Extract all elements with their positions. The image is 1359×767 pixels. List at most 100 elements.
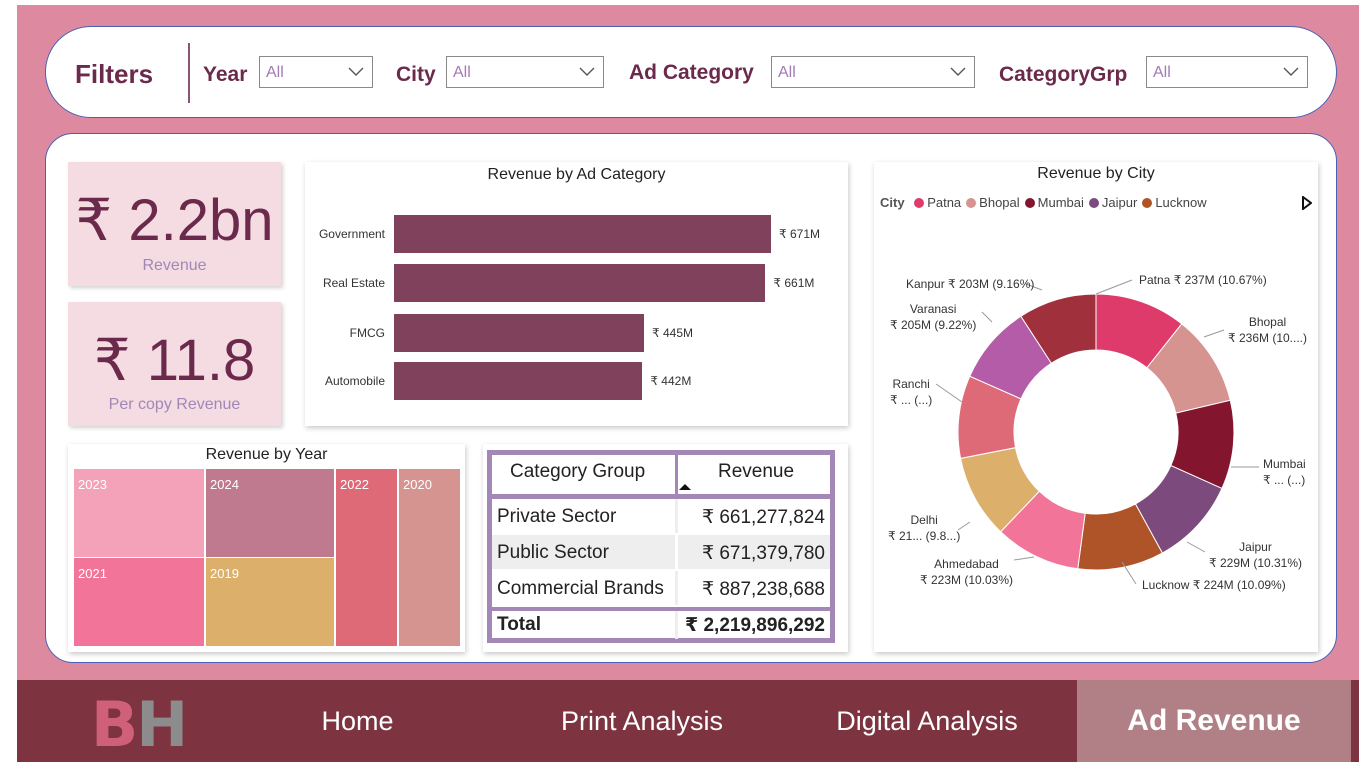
city-filter-value: All — [453, 64, 471, 81]
bar[interactable] — [394, 314, 645, 352]
donut-data-label-patna: Patna ₹ 237M (10.67%) — [1139, 273, 1267, 287]
treemap-tile-2021[interactable]: 2021 — [74, 558, 204, 646]
bar-row[interactable]: Government ₹ 671M — [305, 215, 848, 253]
donut-leader-line — [1121, 561, 1137, 585]
treemap-tile-2022[interactable]: 2022 — [336, 469, 397, 646]
treemap-label-2024: 2024 — [210, 477, 239, 492]
legend-title: City — [880, 195, 905, 210]
ad-category-filter-dropdown[interactable]: All — [771, 56, 975, 88]
donut-leader-line — [981, 311, 993, 323]
filters-divider — [188, 43, 190, 103]
per-copy-revenue-kpi-card[interactable]: ₹ 11.8 Per copy Revenue — [68, 302, 281, 426]
treemap-tile-2024[interactable]: 2024 — [206, 469, 334, 557]
treemap-title: Revenue by Year — [205, 446, 328, 463]
bar-data-label: ₹ 671M — [779, 227, 820, 241]
donut-data-label-delhi: Delhi ₹ 21... (9.8...) — [888, 513, 961, 543]
chevron-down-icon — [1283, 67, 1299, 76]
bar-category-label: FMCG — [349, 326, 385, 340]
bar-data-label: ₹ 442M — [650, 374, 692, 388]
table-total-value: ₹ 2,219,896,292 — [684, 615, 825, 636]
legend-item-lucknow[interactable]: Lucknow — [1142, 195, 1207, 210]
revenue-by-year-card[interactable]: Revenue by Year 2023 2024 2021 2019 2022… — [68, 444, 465, 652]
table-row[interactable]: Private Sector ₹ 661,277,824 — [492, 499, 830, 535]
categorygrp-filter-label: CategoryGrp — [999, 63, 1128, 86]
table-header-category-group[interactable]: Category Group — [510, 461, 646, 482]
legend-next-arrow-icon[interactable] — [1302, 196, 1312, 210]
bar-row[interactable]: FMCG ₹ 445M — [305, 314, 848, 352]
legend-dot — [1088, 198, 1099, 208]
category-group-table-card[interactable]: Category Group Revenue Private Sector ₹ … — [483, 444, 848, 652]
category-group-table: Category Group Revenue Private Sector ₹ … — [487, 450, 835, 643]
revenue-by-city-card[interactable]: Revenue by City City Patna Bhopal Mumbai Ja… — [874, 162, 1318, 652]
filter-bar: Filters Year All City All Ad Category Al… — [45, 26, 1337, 118]
categorygrp-filter-value: All — [1153, 64, 1171, 81]
treemap-label-2021: 2021 — [78, 566, 107, 581]
bar[interactable] — [394, 362, 643, 400]
treemap-tile-2023[interactable]: 2023 — [74, 469, 204, 557]
nav-home-button[interactable]: Home — [321, 706, 394, 736]
bar-chart-title: Revenue by Ad Category — [487, 166, 666, 183]
nav-ad-revenue-button[interactable]: Ad Revenue — [1077, 680, 1351, 762]
table-cell-divider — [675, 611, 678, 639]
treemap-label-2022: 2022 — [340, 477, 369, 492]
city-filter-dropdown[interactable]: All — [446, 56, 604, 88]
donut-data-label-bhopal: Bhopal ₹ 236M (10....) — [1228, 315, 1307, 345]
donut-chart-svg — [935, 279, 1259, 585]
legend-dot — [966, 198, 977, 208]
ad-category-filter-value: All — [778, 64, 796, 81]
table-total-label: Total — [497, 614, 541, 635]
revenue-kpi-label: Revenue — [142, 257, 207, 274]
table-cell-divider — [675, 499, 678, 533]
legend-item-mumbai[interactable]: Mumbai — [1024, 195, 1084, 210]
donut-data-label-jaipur: Jaipur ₹ 229M (10.31%) — [1209, 540, 1303, 570]
categorygrp-filter-dropdown[interactable]: All — [1146, 56, 1308, 88]
revenue-kpi-value: ₹ 2.2bn — [75, 188, 274, 253]
donut-data-label-ranchi: Ranchi ₹ ... (...) — [890, 377, 933, 407]
city-filter-label: City — [396, 63, 436, 86]
donut-data-label-kanpur: Kanpur ₹ 203M (9.16%) — [906, 277, 1035, 291]
bar-data-label: ₹ 445M — [652, 326, 694, 340]
bottom-navigation: BH Home Print Analysis Digital Analysis … — [17, 680, 1359, 762]
nav-digital-analysis-button[interactable]: Digital Analysis — [836, 706, 1018, 736]
sort-ascending-icon[interactable] — [678, 483, 692, 491]
bar-data-label: ₹ 661M — [773, 276, 815, 290]
per-copy-revenue-kpi-label: Per copy Revenue — [108, 396, 241, 413]
bar-row[interactable]: Automobile ₹ 442M — [305, 362, 848, 400]
donut-leader-line — [1013, 556, 1035, 561]
legend-item-bhopal[interactable]: Bhopal — [966, 195, 1020, 210]
donut-data-label-mumbai: Mumbai ₹ ... (...) — [1263, 457, 1306, 487]
donut-leader-line — [1095, 279, 1133, 295]
bar-row[interactable]: Real Estate ₹ 661M — [305, 264, 848, 302]
donut-leader-line — [1025, 283, 1043, 291]
table-row[interactable]: Public Sector ₹ 671,379,780 — [492, 535, 830, 571]
table-row[interactable]: Commercial Brands ₹ 887,238,688 — [492, 571, 830, 607]
legend-dot — [1024, 198, 1035, 208]
table-header: Category Group Revenue — [492, 455, 830, 499]
table-cell-divider — [675, 535, 678, 569]
treemap-tile-2019[interactable]: 2019 — [206, 558, 334, 646]
revenue-by-ad-category-card[interactable]: Revenue by Ad Category Government ₹ 671M R… — [305, 162, 848, 426]
legend-item-patna[interactable]: Patna — [914, 195, 961, 210]
legend-item-jaipur[interactable]: Jaipur — [1088, 195, 1137, 210]
treemap-label-2020: 2020 — [403, 477, 432, 492]
donut-data-label-lucknow: Lucknow ₹ 224M (10.09%) — [1142, 578, 1286, 592]
nav-print-analysis-button[interactable]: Print Analysis — [560, 706, 724, 736]
year-filter-dropdown[interactable]: All — [259, 56, 373, 88]
table-total-row: Total ₹ 2,219,896,292 — [492, 607, 830, 639]
table-header-revenue[interactable]: Revenue — [718, 461, 795, 482]
bar-category-label: Automobile — [324, 374, 385, 388]
bar[interactable] — [394, 215, 771, 253]
table-cell-revenue: ₹ 661,277,824 — [701, 507, 825, 528]
table-column-divider — [675, 455, 678, 499]
treemap-label-2023: 2023 — [78, 477, 107, 492]
chevron-down-icon — [579, 67, 595, 76]
bar-category-label: Government — [318, 227, 385, 241]
donut-leader-line — [957, 521, 971, 531]
treemap-tile-2020[interactable]: 2020 — [399, 469, 460, 646]
revenue-kpi-card[interactable]: ₹ 2.2bn Revenue — [68, 162, 281, 286]
per-copy-revenue-kpi-value: ₹ 11.8 — [93, 328, 256, 393]
donut-leader-line — [1203, 329, 1225, 338]
table-cell-group: Commercial Brands — [497, 578, 664, 599]
ad-category-filter-label: Ad Category — [629, 61, 754, 84]
bar[interactable] — [394, 264, 766, 302]
